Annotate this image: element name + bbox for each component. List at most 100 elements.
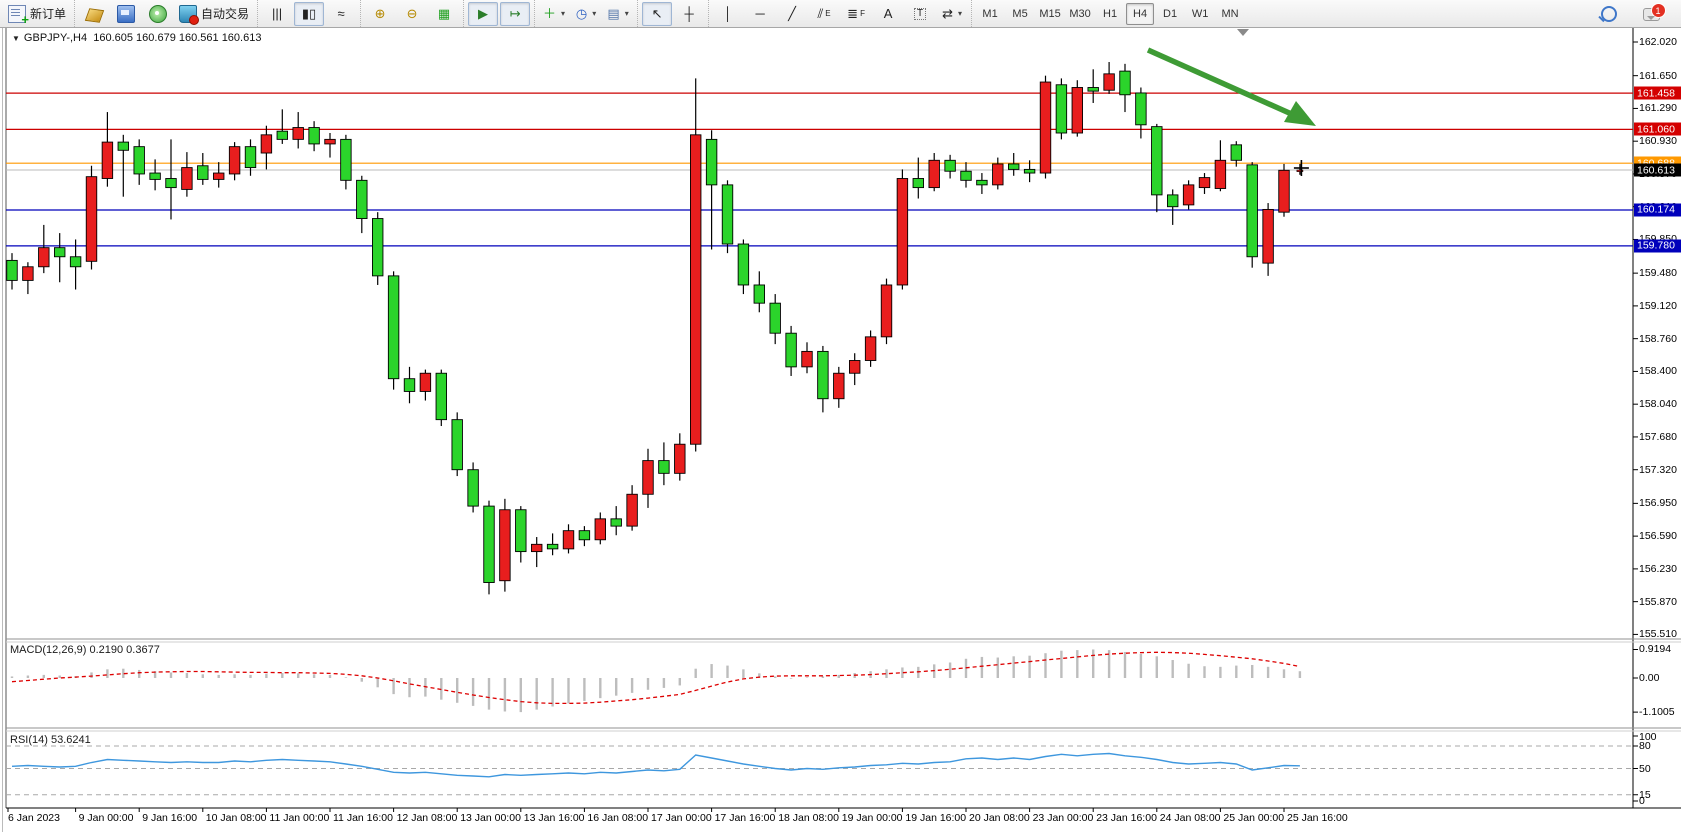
- time-tick-label: 9 Jan 00:00: [78, 812, 134, 824]
- candles-chart-button[interactable]: ▮▯: [294, 1, 325, 26]
- macd-tick-label: 0.9194: [1639, 643, 1672, 656]
- time-tick-label: 25 Jan 00:00: [1223, 812, 1285, 824]
- crosshair-button[interactable]: ┼: [674, 2, 704, 26]
- dropdown-caret-icon[interactable]: ▾: [624, 9, 629, 18]
- rsi-tick-label: 50: [1639, 762, 1651, 775]
- app-group: 自动交易: [74, 0, 257, 27]
- price-tick-label: 159.480: [1639, 267, 1677, 280]
- cursor-button[interactable]: ↖: [642, 1, 673, 26]
- time-tick-label: 23 Jan 16:00: [1096, 812, 1157, 824]
- price-tick-label: 155.870: [1639, 595, 1677, 608]
- macd-tick-label: 0.00: [1639, 672, 1660, 684]
- timeframe-button-h1[interactable]: H1: [1103, 7, 1118, 20]
- signals-icon[interactable]: [143, 2, 173, 26]
- price-tick-label: 157.680: [1639, 430, 1677, 443]
- chart-shift-button[interactable]: ↦: [500, 1, 531, 26]
- time-tick-label: 13 Jan 00:00: [460, 812, 521, 824]
- chat-button[interactable]: 1: [1636, 2, 1666, 26]
- search-icon: [1601, 5, 1617, 22]
- annotation-arrow[interactable]: [1146, 47, 1316, 126]
- vertical-line-button[interactable]: │: [713, 2, 743, 26]
- chart-frames: [2, 28, 1681, 832]
- timeframe-button-m30[interactable]: M30: [1069, 7, 1091, 20]
- autotrading-button-label: 自动交易: [201, 7, 250, 21]
- terminal-icon[interactable]: [79, 2, 109, 26]
- signals-icon-icon: [149, 4, 168, 23]
- macd-panel[interactable]: [10, 649, 1302, 713]
- timeframe-button-m1[interactable]: M1: [982, 7, 998, 20]
- price-tick-label: 158.400: [1639, 365, 1677, 378]
- indicators-icon: ＋: [543, 6, 557, 21]
- new-order-button-label: 新订单: [30, 7, 67, 21]
- insert-group: ＋ ▾ ◷ ▾ ▤ ▾: [534, 0, 637, 27]
- time-tick-label: 23 Jan 00:00: [1032, 812, 1094, 824]
- dropdown-caret-icon[interactable]: ▾: [561, 9, 566, 18]
- zoom-in-button[interactable]: ⊕: [365, 2, 395, 26]
- time-tick-label: 12 Jan 08:00: [396, 812, 458, 824]
- toolbar: 新订单自动交易|||▮▯≈⊕⊖▦▶↦＋▾◷▾▤▾↖┼│─╱⫽E≣FAT⇄▾M1M…: [0, 0, 1681, 28]
- time-tick-label: 18 Jan 08:00: [778, 812, 839, 824]
- chart-type-group: ||| ▮▯ ≈: [257, 0, 360, 27]
- dropdown-caret-icon[interactable]: ▾: [958, 9, 963, 18]
- periods-clock-button[interactable]: ◷ ▾: [571, 2, 601, 26]
- price-level-badge: 160.174: [1634, 203, 1681, 217]
- trendline-icon: ╱: [788, 6, 796, 21]
- time-tick-label: 17 Jan 16:00: [714, 812, 776, 824]
- line-chart-button[interactable]: ≈: [326, 2, 356, 26]
- price-level-badge: 160.613: [1634, 163, 1681, 177]
- timeframe-button-d1[interactable]: D1: [1163, 7, 1178, 20]
- rsi-panel[interactable]: [6, 745, 1633, 796]
- timeframe-button-m15[interactable]: M15: [1039, 7, 1061, 20]
- chart-symbol-period: GBPJPY-,H4: [23, 32, 88, 44]
- autotrading-button[interactable]: 自动交易: [175, 2, 253, 26]
- timeframe-button-h4[interactable]: H4: [1126, 2, 1155, 25]
- text-label-button[interactable]: T: [905, 2, 935, 26]
- chart-shift-marker-icon[interactable]: [1237, 29, 1249, 36]
- text-icon: A: [883, 6, 893, 21]
- indicators-button[interactable]: ＋ ▾: [539, 2, 569, 26]
- price-tick-label: 161.650: [1639, 69, 1677, 82]
- price-tick-label: 157.320: [1639, 463, 1677, 476]
- equidistant-channel-icon: ⫽: [817, 6, 824, 21]
- collapse-triangle-icon[interactable]: ▼: [12, 34, 20, 43]
- timeframes-group: M1 M5 M15 M30 H1 H4 D1 W1 MN: [971, 0, 1248, 27]
- time-tick-label: 11 Jan 16:00: [333, 812, 393, 824]
- bars-chart-button[interactable]: |||: [262, 2, 292, 26]
- timeframe-button-mn[interactable]: MN: [1221, 7, 1239, 20]
- time-tick-label: 17 Jan 00:00: [651, 812, 712, 824]
- templates-button[interactable]: ▤ ▾: [603, 2, 633, 26]
- text-button[interactable]: A: [873, 2, 903, 26]
- time-tick-label: 10 Jan 08:00: [205, 812, 267, 824]
- dropdown-caret-icon[interactable]: ▾: [592, 9, 597, 18]
- chart-shift-icon: ↦: [509, 6, 521, 21]
- metaeditor-icon[interactable]: [111, 2, 141, 26]
- time-tick-label: 6 Jan 2023: [8, 812, 60, 824]
- price-tick-label: 161.290: [1639, 102, 1677, 115]
- zoom-group: ⊕ ⊖ ▦: [360, 0, 463, 27]
- axis-tick-marks: [7, 41, 1638, 812]
- price-level-badge: 161.060: [1634, 122, 1681, 136]
- price-tick-label: 162.020: [1639, 36, 1677, 48]
- search-button[interactable]: [1594, 2, 1624, 26]
- horizontal-level-lines[interactable]: [6, 92, 1633, 247]
- time-tick-label: 11 Jan 00:00: [269, 812, 330, 824]
- timeframe-button-m5[interactable]: M5: [1012, 7, 1028, 20]
- horizontal-line-button[interactable]: ─: [745, 2, 775, 26]
- trendline-button[interactable]: ╱: [777, 2, 807, 26]
- cursor-group: ↖ ┼: [637, 0, 708, 27]
- new-order-button[interactable]: 新订单: [4, 2, 70, 27]
- tile-windows-button[interactable]: ▦: [429, 2, 459, 26]
- zoom-out-button[interactable]: ⊖: [397, 2, 427, 26]
- objects-group: │ ─ ╱ ⫽ E ≣ F A T ⇄ ▾: [708, 0, 971, 27]
- bars-chart-icon: |||: [271, 6, 283, 21]
- timeframe-button-w1[interactable]: W1: [1191, 7, 1209, 20]
- equidistant-channel-button[interactable]: ⫽ E: [809, 2, 839, 26]
- horizontal-line-icon: ─: [755, 6, 765, 21]
- time-tick-label: 9 Jan 16:00: [142, 812, 198, 824]
- arrows-button[interactable]: ⇄ ▾: [937, 2, 967, 26]
- macd-tick-label: -1.1005: [1639, 706, 1675, 719]
- auto-scroll-button[interactable]: ▶: [468, 1, 499, 26]
- candles-layer: [6, 62, 1304, 595]
- fibonacci-button[interactable]: ≣ F: [841, 2, 871, 26]
